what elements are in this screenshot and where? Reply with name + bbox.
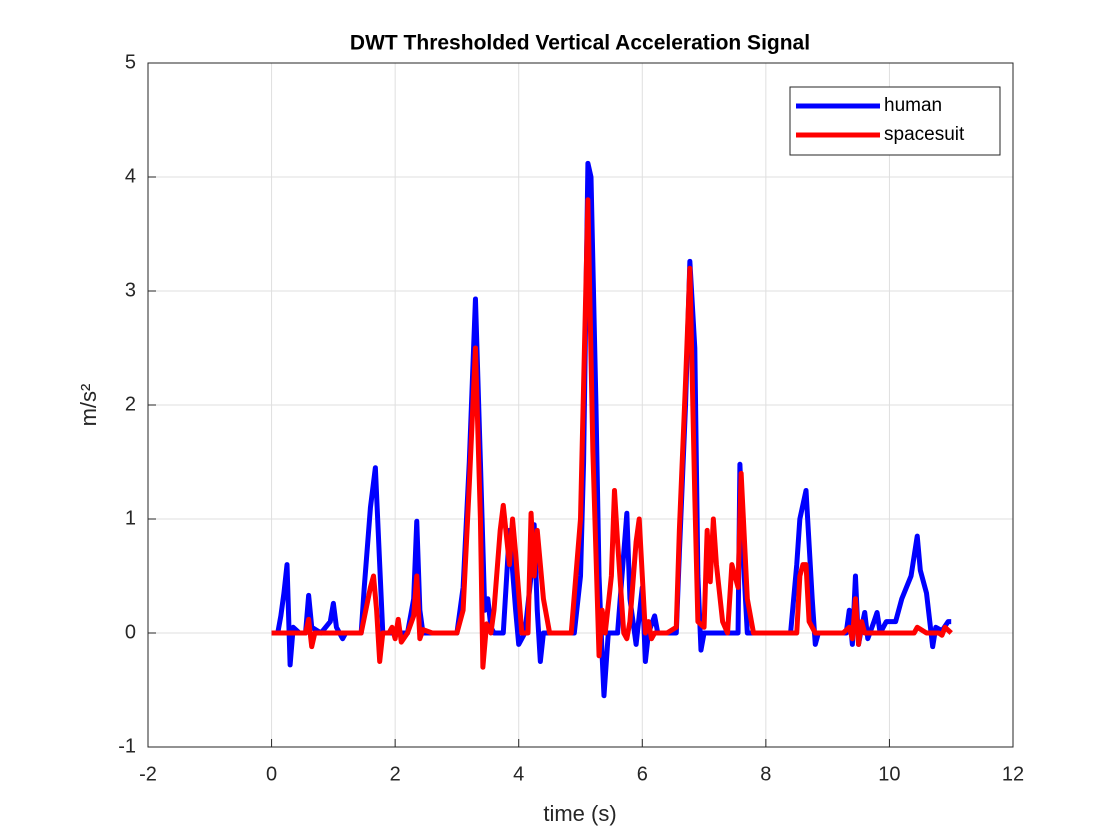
x-tick-label: 12 (1002, 763, 1024, 785)
y-tick-label: 2 (125, 393, 136, 415)
y-tick-label: 4 (125, 165, 136, 187)
series-line (271, 197, 953, 670)
x-tick-label: -2 (139, 763, 157, 785)
y-tick-label: 3 (125, 279, 136, 301)
plot-frame (147, 62, 1014, 748)
legend-label: human (884, 95, 942, 116)
legend-box (789, 86, 1001, 156)
x-tick-label: 6 (637, 763, 648, 785)
y-tick-label: 0 (125, 621, 136, 643)
x-tick-label: 10 (878, 763, 900, 785)
x-tick-label: 0 (266, 763, 277, 785)
legend-label: spacesuit (884, 124, 965, 145)
y-axis-label: m/s² (76, 384, 101, 427)
x-axis-label: time (s) (543, 801, 616, 826)
y-tick-label: -1 (118, 735, 136, 757)
x-tick-label: 2 (390, 763, 401, 785)
x-tick-label: 4 (513, 763, 524, 785)
x-tick-label: 8 (760, 763, 771, 785)
y-tick-label: 5 (125, 51, 136, 73)
y-tick-label: 1 (125, 507, 136, 529)
chart-title: DWT Thresholded Vertical Acceleration Si… (350, 32, 810, 55)
